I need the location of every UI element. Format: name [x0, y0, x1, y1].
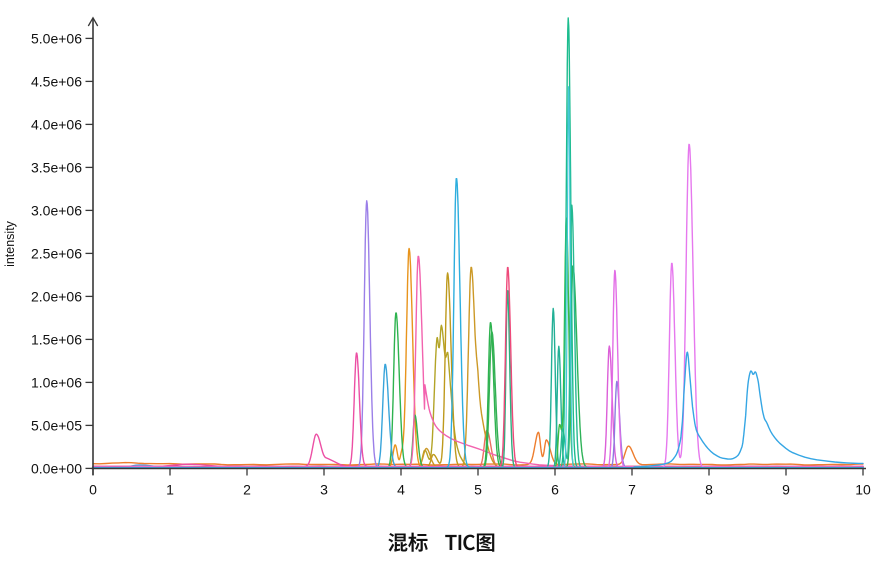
svg-text:2.0e+06: 2.0e+06 [31, 289, 82, 305]
svg-text:1.0e+06: 1.0e+06 [31, 375, 82, 391]
svg-text:10: 10 [855, 482, 871, 498]
svg-text:0: 0 [89, 482, 97, 498]
svg-text:5: 5 [474, 482, 482, 498]
svg-text:5.0e+06: 5.0e+06 [31, 31, 82, 47]
svg-text:4.0e+06: 4.0e+06 [31, 117, 82, 133]
svg-text:4.5e+06: 4.5e+06 [31, 74, 82, 90]
svg-text:1.5e+06: 1.5e+06 [31, 332, 82, 348]
svg-text:2: 2 [243, 482, 251, 498]
svg-text:0.0e+00: 0.0e+00 [31, 461, 82, 477]
svg-text:6: 6 [551, 482, 559, 498]
svg-text:8: 8 [705, 482, 713, 498]
svg-text:9: 9 [782, 482, 790, 498]
svg-text:5.0e+05: 5.0e+05 [31, 418, 82, 434]
svg-text:intensity: intensity [3, 220, 17, 267]
svg-text:4: 4 [397, 482, 405, 498]
svg-text:1: 1 [166, 482, 174, 498]
svg-text:3: 3 [320, 482, 328, 498]
svg-text:2.5e+06: 2.5e+06 [31, 246, 82, 262]
svg-text:3.5e+06: 3.5e+06 [31, 160, 82, 176]
svg-text:3.0e+06: 3.0e+06 [31, 203, 82, 219]
svg-text:7: 7 [628, 482, 636, 498]
